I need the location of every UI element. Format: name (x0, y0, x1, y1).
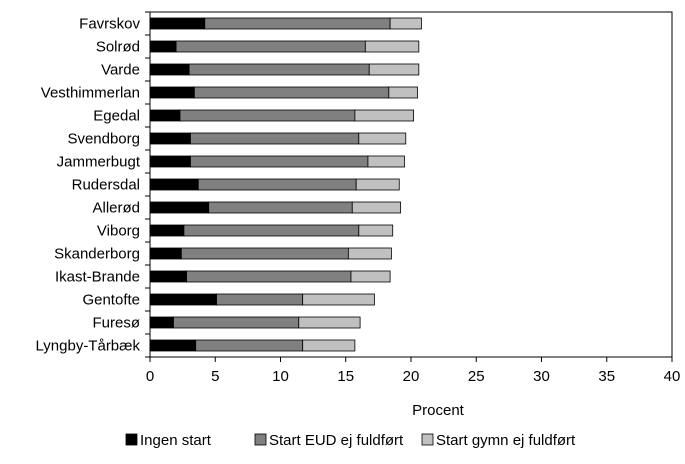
x-tick-label: 35 (598, 368, 615, 385)
bar-segment-2 (197, 178, 357, 191)
category-label: Skanderborg (54, 246, 140, 263)
bar-segment-2 (190, 132, 360, 145)
legend-swatch (125, 433, 138, 446)
x-tick-label: 20 (403, 368, 420, 385)
category-label: Rudersdal (72, 177, 140, 194)
bar-segment-3 (298, 316, 361, 329)
category-label: Solrød (96, 39, 140, 56)
bar-segment-2 (183, 224, 360, 237)
category-label: Allerød (92, 200, 140, 217)
bar-segment-2 (173, 316, 300, 329)
bar-segment-1 (149, 155, 191, 168)
bar-segment-3 (388, 86, 418, 99)
bar-segment-1 (149, 316, 174, 329)
bar-segment-2 (193, 86, 390, 99)
x-tick-label: 40 (664, 368, 681, 385)
x-tick-label: 30 (533, 368, 550, 385)
bar-segment-2 (190, 155, 369, 168)
bar-segment-3 (347, 247, 392, 260)
bar-segment-1 (149, 132, 191, 145)
bar-segment-1 (149, 293, 217, 306)
bar-segment-1 (149, 201, 210, 214)
category-label: Vesthimmerlan (41, 85, 140, 102)
bar-segment-2 (186, 270, 352, 283)
category-label: Gentofte (82, 292, 140, 309)
bar-segment-2 (175, 40, 366, 53)
bar-segment-3 (355, 178, 400, 191)
category-label: Jammerbugt (57, 154, 141, 171)
bar-segment-3 (354, 109, 415, 122)
bar-segment-1 (149, 17, 206, 30)
bar-segment-3 (364, 40, 420, 53)
bar-segment-2 (204, 17, 391, 30)
bar-segment-3 (351, 201, 401, 214)
bar-segment-2 (208, 201, 353, 214)
x-tick-label: 0 (146, 368, 154, 385)
x-tick-label: 25 (468, 368, 485, 385)
bars-layer (149, 17, 422, 352)
bar-segment-3 (368, 63, 420, 76)
bar-segment-2 (179, 109, 356, 122)
legend-label: Start gymn ej fuldført (436, 432, 576, 449)
x-tick-label: 10 (272, 368, 289, 385)
legend: Ingen start Start EUD ej fuldført Start gy… (125, 432, 576, 449)
bar-segment-1 (149, 270, 187, 283)
bar-segment-1 (149, 339, 197, 352)
legend-swatch (421, 433, 434, 446)
category-labels: Favrskov Solrød Varde Vesthimmerlan Egedal Sv… (36, 16, 141, 355)
bar-segment-3 (358, 224, 394, 237)
category-label: Furesø (92, 315, 140, 332)
category-label: Ikast-Brande (55, 269, 140, 286)
x-tick-label: 15 (337, 368, 354, 385)
bar-segment-1 (149, 40, 177, 53)
bar-segment-1 (149, 247, 182, 260)
category-label: Svendborg (67, 131, 140, 148)
legend-label: Start EUD ej fuldført (269, 432, 404, 449)
axes-layer (145, 11, 673, 362)
category-label: Egedal (93, 108, 140, 125)
bar-segment-2 (195, 339, 304, 352)
bar-segment-1 (149, 224, 185, 237)
legend-label: Ingen start (140, 432, 212, 449)
category-label: Favrskov (79, 16, 140, 33)
legend-swatch (254, 433, 267, 446)
x-tick-labels: 0 5 10 15 20 25 30 35 40 (146, 368, 681, 385)
bar-segment-2 (180, 247, 349, 260)
bar-segment-3 (302, 339, 356, 352)
bar-segment-3 (358, 132, 407, 145)
bar-segment-3 (367, 155, 405, 168)
bar-segment-1 (149, 178, 199, 191)
x-tick-label: 5 (211, 368, 219, 385)
bar-segment-1 (149, 63, 190, 76)
bar-segment-2 (216, 293, 304, 306)
x-axis-title: Procent (412, 402, 465, 419)
category-label: Varde (101, 62, 140, 79)
category-label: Lyngby-Tårbæk (36, 338, 141, 355)
bar-segment-2 (188, 63, 370, 76)
category-label: Viborg (97, 223, 140, 240)
bar-segment-1 (149, 109, 181, 122)
bar-segment-3 (350, 270, 391, 283)
bar-segment-1 (149, 86, 195, 99)
bar-segment-3 (389, 17, 422, 30)
bar-segment-3 (302, 293, 375, 306)
